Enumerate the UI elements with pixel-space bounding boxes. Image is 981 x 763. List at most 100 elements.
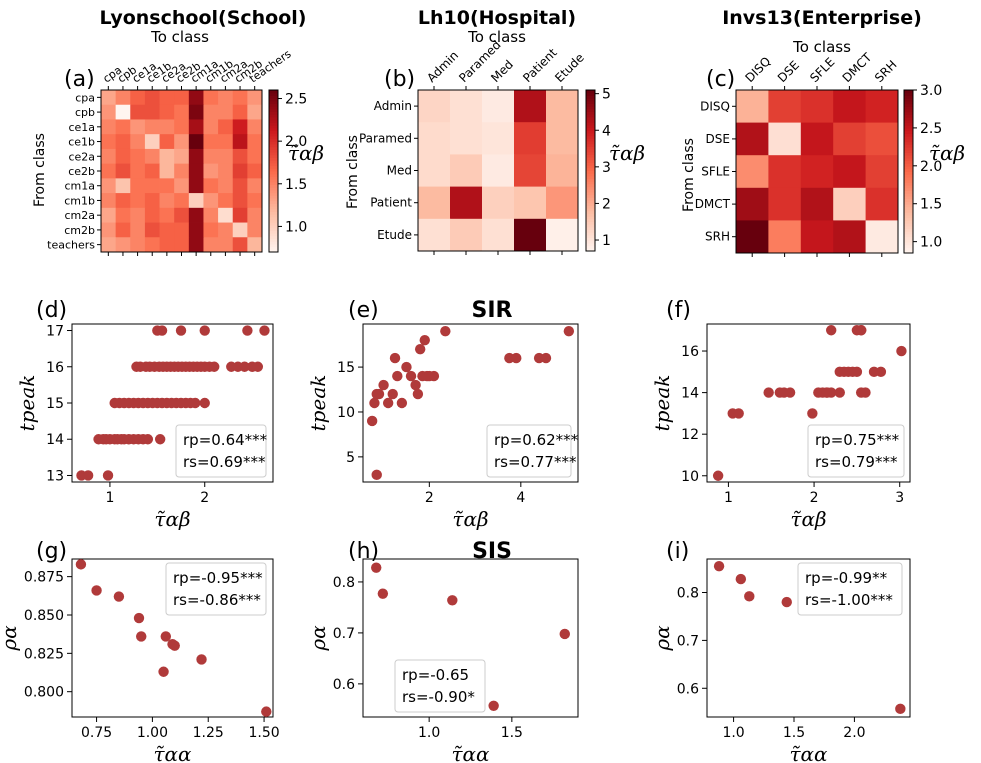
scatter-e-point [412, 388, 424, 400]
scatter-i-stat: rs=-1.00*** [805, 591, 893, 609]
scatter-f-ytick-label: 10 [681, 469, 699, 485]
heatmap-c-col-label: SFLE [807, 55, 837, 85]
heatmap-c-row-label: SFLE [701, 165, 730, 179]
heatmap-a-cell [232, 193, 248, 209]
scatter-g-frame [71, 558, 274, 718]
colorbar-c-segment [904, 92, 913, 96]
heatmap-a-cell [218, 237, 234, 253]
colorbar-b-segment [586, 202, 595, 206]
colorbar-c-frame [903, 89, 914, 254]
panel-e-letter: (e) [348, 298, 379, 323]
colorbar-a-segment [269, 222, 278, 226]
colorbar-a-segment [269, 203, 278, 207]
scatter-f-ylabel: tpeak [650, 375, 674, 432]
panel-b-letter: (b) [384, 67, 415, 92]
colorbar-c-segment [904, 147, 913, 151]
scatter-d-point [209, 361, 220, 372]
panel-a: Lyonschool(School) To class (a) From cla… [32, 7, 324, 256]
scatter-i-point [713, 560, 725, 572]
heatmap-a-cell [247, 163, 263, 179]
colorbar-c-segment [904, 149, 913, 153]
heatmap-a-cell [130, 134, 146, 150]
colorbar-c-segment [904, 239, 913, 243]
colorbar-b-segment [586, 221, 595, 225]
colorbar-b-segment [586, 157, 595, 161]
heatmap-a-cell [159, 163, 175, 179]
colorbar-b-segment [586, 197, 595, 201]
colorbar-c-segment [904, 190, 913, 194]
heatmap-a-row-label: ce1a [68, 121, 95, 134]
scatter-g-ytick-label: 0.825 [24, 646, 64, 662]
scatter-g-point [261, 706, 272, 717]
colorbar-b-segment [586, 173, 595, 177]
scatter-g-point [196, 654, 207, 665]
heatmap-b-cell [450, 218, 483, 252]
heatmap-a-cell [188, 178, 204, 194]
colorbar-b-segment [586, 122, 595, 126]
colorbar-a-segment [269, 157, 278, 161]
heatmap-c-row-label: DISQ [700, 99, 730, 113]
colorbar-b-segment [586, 183, 595, 188]
scatter-h-frame [362, 558, 579, 718]
colorbar-b-segment [586, 165, 595, 169]
colorbar-a-segment [269, 241, 278, 245]
colorbar-a-segment [269, 130, 278, 134]
heatmap-b-row-label: Paramed [359, 131, 412, 145]
heatmap-a-cell [218, 119, 234, 135]
colorbar-c-segment [904, 163, 913, 167]
heatmap-a-cell [218, 163, 234, 179]
colorbar-b-segment [586, 226, 595, 231]
scatter-g-ytick-label: 0.800 [24, 685, 64, 701]
scatter-f-point [860, 387, 871, 398]
colorbar-a-tick-label: 1.5 [285, 177, 307, 193]
colorbar-b-segment [586, 178, 595, 182]
heatmap-a-cell [247, 178, 263, 194]
heatmap-a-cell [232, 148, 248, 165]
colorbar-c-segment [904, 90, 913, 94]
colorbar-b-segment [586, 213, 595, 217]
heatmap-a-cell [159, 193, 175, 209]
scatter-e-point [401, 361, 412, 373]
heatmap-a-row-label: cpa [75, 91, 95, 104]
scatter-e-ytick-label: 10 [337, 405, 355, 421]
heatmap-a-cell [101, 163, 117, 179]
heatmap-a-cell [101, 104, 117, 120]
heatmap-c-cell [865, 220, 899, 254]
heatmap-a-cell [130, 163, 146, 179]
colorbar-b-segment [586, 138, 595, 142]
colorbar-a-segment [269, 135, 278, 140]
heatmap-c-cell [736, 155, 769, 189]
heatmap-b-cell [482, 154, 515, 187]
colorbar-c-segment [904, 168, 913, 172]
colorbar-b-segment [586, 224, 595, 228]
heatmap-a-cell [174, 222, 190, 238]
colorbar-a-segment [269, 219, 278, 223]
colorbar-b-segment [586, 218, 595, 222]
heatmap-b-cell [546, 154, 579, 187]
colorbar-a-segment [269, 246, 278, 250]
panel-i-letter: (i) [666, 539, 689, 564]
heatmap-a-cell [115, 207, 131, 223]
heatmap-a-cell [203, 104, 219, 120]
scatter-e-ylabel: tpeak [306, 375, 330, 432]
heatmap-a-cell [203, 237, 219, 253]
heatmap-a-cell [159, 178, 175, 194]
heatmap-c-cell [833, 155, 866, 189]
colorbar-c-segment [904, 231, 913, 235]
colorbar-b-tick-label: 2 [602, 196, 611, 212]
scatter-d-point [190, 397, 201, 409]
colorbar-c-segment [904, 171, 913, 175]
heatmap-b-cell [546, 186, 579, 220]
colorbar-c-segment [904, 95, 913, 99]
colorbar-b-segment [586, 181, 595, 185]
scatter-d-ytick-label: 17 [46, 324, 64, 340]
colorbar-a-segment [269, 95, 278, 99]
heatmap-a-cell [232, 237, 248, 253]
colorbar-b-segment [586, 186, 595, 190]
colorbar-a-segment [269, 114, 278, 118]
heatmap-a-cell [247, 90, 263, 106]
colorbar-c-segment [904, 152, 913, 156]
colorbar-a-segment [269, 225, 278, 229]
colorbar-b-segment [586, 111, 595, 115]
scatter-f-xtick-label: 1 [724, 490, 733, 506]
